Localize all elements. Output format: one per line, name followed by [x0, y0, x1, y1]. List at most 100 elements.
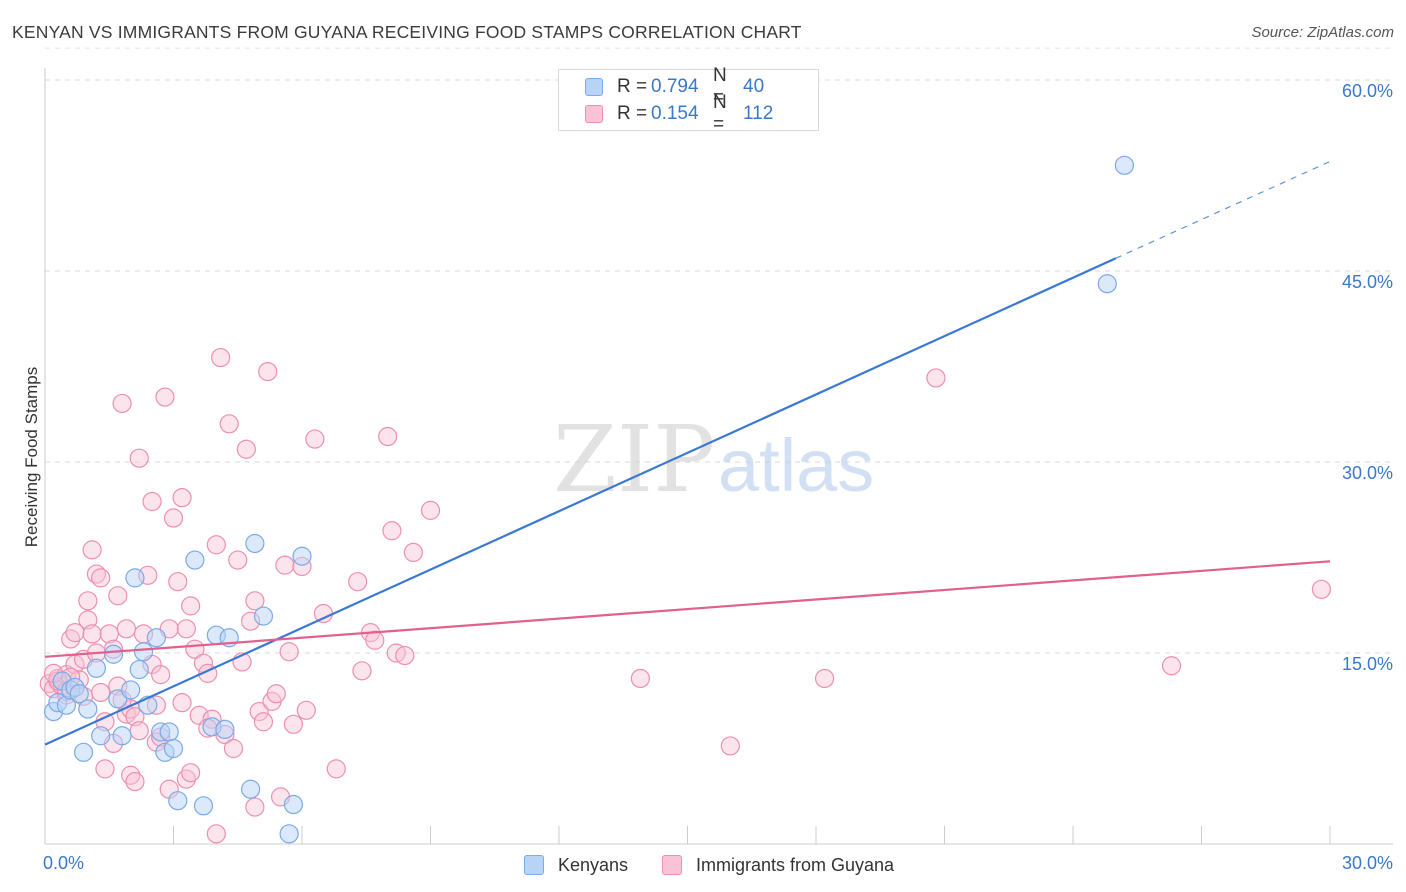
point-guyana — [95, 759, 115, 779]
point-guyana — [78, 591, 98, 611]
point-kenyans — [86, 658, 107, 678]
point-guyana — [108, 586, 128, 606]
point-guyana — [296, 700, 316, 720]
watermark: ZIP atlas — [553, 406, 874, 513]
point-guyana — [630, 668, 650, 689]
point-guyana — [206, 824, 226, 844]
legend-row-guyana: R = 0.154 N = 112 — [585, 92, 773, 135]
point-guyana — [305, 429, 325, 449]
point-kenyans — [1097, 274, 1117, 294]
point-guyana — [129, 721, 149, 741]
source-label: Source: ZipAtlas.com — [1251, 24, 1394, 41]
point-guyana — [82, 540, 102, 560]
legend-swatch-guyana — [585, 105, 603, 123]
point-guyana — [155, 387, 175, 407]
x-tick-label: 30.0% — [1342, 853, 1393, 873]
point-guyana — [245, 591, 265, 611]
point-guyana — [313, 603, 334, 624]
trend-line-kenyans — [44, 257, 1117, 746]
point-kenyans — [121, 680, 141, 700]
point-guyana — [283, 714, 304, 734]
tick-labels: 15.0% 30.0% 45.0% 60.0% 0.0% 30.0% — [43, 81, 1393, 873]
bottom-legend: Kenyans Immigrants from Guyana — [0, 852, 1406, 878]
point-guyana — [112, 393, 132, 414]
legend-r-label: R = — [617, 103, 648, 124]
point-kenyans — [159, 722, 179, 742]
point-kenyans — [292, 546, 312, 566]
point-kenyans — [168, 791, 188, 811]
point-guyana — [326, 759, 346, 779]
point-kenyans — [146, 628, 166, 648]
point-kenyans — [129, 659, 149, 680]
y-tick-label: 60.0% — [1342, 81, 1393, 101]
point-guyana — [151, 665, 171, 685]
y-tick-label: 15.0% — [1342, 654, 1393, 674]
point-guyana — [420, 500, 441, 520]
point-guyana — [206, 535, 226, 555]
point-guyana — [223, 738, 244, 759]
point-guyana — [382, 521, 402, 541]
point-guyana — [181, 596, 201, 616]
point-kenyans — [253, 606, 274, 626]
point-guyana — [253, 712, 274, 732]
point-guyana — [211, 347, 231, 368]
point-guyana — [365, 630, 385, 650]
point-guyana — [378, 426, 398, 447]
point-guyana — [91, 568, 111, 588]
y-tick-label: 30.0% — [1342, 463, 1393, 483]
point-guyana — [348, 572, 368, 592]
point-guyana — [352, 661, 372, 681]
point-guyana — [266, 684, 286, 704]
point-kenyans — [193, 796, 214, 816]
bottom-legend-label: Immigrants from Guyana — [696, 854, 895, 875]
point-guyana — [236, 439, 256, 459]
point-guyana — [1161, 656, 1182, 676]
point-kenyans — [283, 794, 304, 815]
legend-r-label: R = — [617, 76, 648, 97]
point-guyana — [395, 645, 415, 666]
point-guyana — [168, 572, 188, 592]
point-guyana — [91, 682, 111, 703]
y-tick-label: 45.0% — [1342, 272, 1393, 292]
legend-n-label: N = — [713, 65, 727, 108]
point-guyana — [926, 368, 946, 388]
point-kenyans — [1114, 155, 1135, 175]
point-kenyans — [241, 779, 261, 799]
point-kenyans — [185, 550, 205, 570]
point-guyana — [82, 624, 102, 644]
legend-swatch-kenyans — [585, 78, 603, 96]
point-guyana — [125, 772, 145, 792]
point-guyana — [1311, 579, 1332, 599]
legend-r-value: 0.794 — [651, 76, 699, 97]
point-guyana — [279, 642, 299, 662]
legend-n-value: 40 — [743, 76, 765, 97]
chart-title: KENYAN VS IMMIGRANTS FROM GUYANA RECEIVI… — [12, 22, 802, 42]
point-guyana — [176, 619, 196, 639]
legend-r-value: 0.154 — [651, 103, 699, 124]
legend-row-kenyans: R = 0.794 N = 40 — [585, 65, 765, 108]
watermark-zip: ZIP — [553, 406, 715, 513]
series-kenyans-points — [43, 155, 1135, 844]
gridlines — [45, 47, 1393, 654]
point-kenyans — [245, 533, 265, 554]
bottom-legend-swatch-guyana — [662, 855, 682, 875]
point-guyana — [163, 508, 184, 528]
point-kenyans — [163, 738, 184, 759]
trend-line-guyana — [44, 560, 1331, 658]
point-guyana — [181, 763, 201, 783]
point-guyana — [245, 797, 265, 817]
bottom-legend-swatch-kenyans — [524, 855, 544, 875]
point-guyana — [814, 668, 835, 689]
point-guyana — [142, 491, 162, 512]
point-kenyans — [91, 726, 111, 746]
point-guyana — [275, 555, 295, 575]
bottom-legend-kenyans: Kenyans — [524, 852, 628, 878]
point-kenyans — [78, 699, 98, 719]
y-axis-label: Receiving Food Stamps — [22, 366, 41, 548]
point-guyana — [258, 361, 278, 382]
point-guyana — [219, 414, 239, 434]
point-kenyans — [69, 684, 89, 704]
point-guyana — [228, 550, 248, 570]
trend-lines — [44, 160, 1331, 746]
